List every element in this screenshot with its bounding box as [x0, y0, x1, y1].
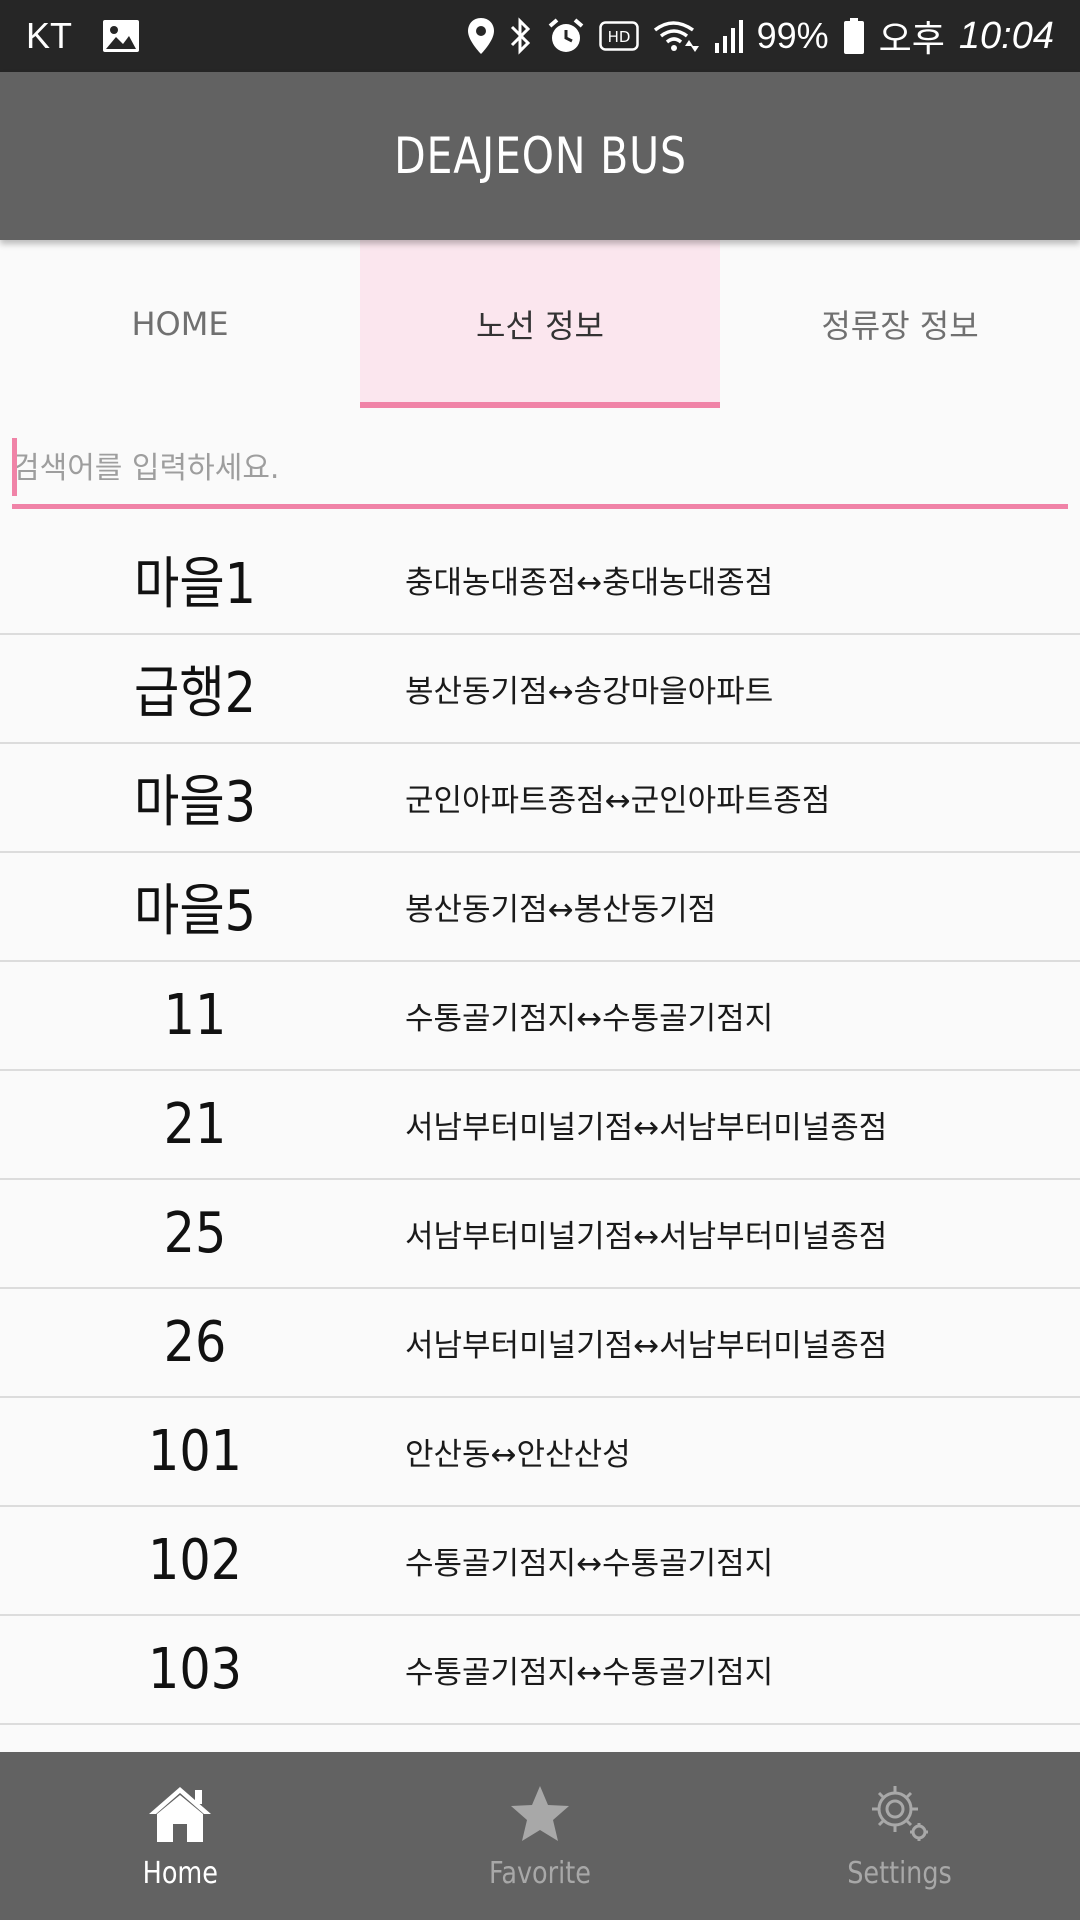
route-number: 마을5: [133, 879, 257, 944]
search-input[interactable]: [12, 436, 1068, 500]
route-number: 25: [163, 1201, 227, 1266]
text-cursor: [12, 438, 17, 496]
wifi-icon: [653, 18, 699, 54]
carrier-label: KT: [26, 15, 73, 56]
nav-favorite[interactable]: Favorite: [360, 1752, 720, 1920]
nav-settings[interactable]: Settings: [720, 1752, 1080, 1920]
app-bar: DEAJEON BUS: [0, 72, 1080, 240]
route-list[interactable]: 마을1 충대농대종점↔충대농대종점 급행2 봉산동기점↔송강마을아파트 마을3 …: [0, 526, 1080, 1751]
route-row[interactable]: 26 서남부터미널기점↔서남부터미널종점: [0, 1289, 1080, 1398]
route-description: 수통골기점지↔수통골기점지: [405, 1655, 774, 1691]
route-row[interactable]: 마을1 충대농대종점↔충대농대종점: [0, 526, 1080, 635]
route-row[interactable]: 102 수통골기점지↔수통골기점지: [0, 1507, 1080, 1616]
alarm-icon: [547, 17, 585, 55]
route-description: 서남부터미널기점↔서남부터미널종점: [405, 1328, 888, 1364]
route-description: 서남부터미널기점↔서남부터미널종점: [405, 1110, 888, 1146]
nav-home[interactable]: Home: [0, 1752, 360, 1920]
tab-bar: HOME 노선 정보 정류장 정보: [0, 240, 1080, 408]
battery-percent: 99%: [756, 15, 829, 56]
signal-icon: [713, 19, 743, 53]
bluetooth-icon: [509, 17, 533, 55]
bottom-navigation: Home Favorite: [0, 1752, 1080, 1920]
tab-stop-info[interactable]: 정류장 정보: [720, 240, 1080, 408]
route-description: 충대농대종점↔충대농대종점: [405, 565, 774, 601]
route-number: 101: [147, 1419, 243, 1484]
tab-home[interactable]: HOME: [0, 240, 360, 408]
star-icon: [504, 1782, 576, 1846]
tab-label: 정류장 정보: [821, 307, 979, 345]
gear-icon: [864, 1782, 936, 1846]
route-description: 서남부터미널기점↔서남부터미널종점: [405, 1219, 888, 1255]
nav-label: Favorite: [489, 1855, 591, 1891]
route-row[interactable]: 11 수통골기점지↔수통골기점지: [0, 962, 1080, 1071]
route-description: 안산동↔안산산성: [405, 1437, 631, 1473]
route-row[interactable]: 101 안산동↔안산산성: [0, 1398, 1080, 1507]
hd-voice-icon: HD: [598, 21, 639, 51]
route-description: 수통골기점지↔수통골기점지: [405, 1001, 774, 1037]
route-number: 마을3: [133, 770, 257, 835]
route-number: 102: [147, 1528, 243, 1593]
route-number: 마을1: [133, 552, 257, 617]
route-description: 봉산동기점↔봉산동기점: [405, 892, 717, 928]
home-icon: [144, 1782, 216, 1846]
route-row[interactable]: 25 서남부터미널기점↔서남부터미널종점: [0, 1180, 1080, 1289]
nav-label: Settings: [847, 1855, 953, 1891]
route-number: 21: [163, 1092, 227, 1157]
hd-label: HD: [607, 28, 630, 46]
location-icon: [467, 17, 495, 55]
route-description: 봉산동기점↔송강마을아파트: [405, 674, 774, 710]
tab-route-info[interactable]: 노선 정보: [360, 240, 720, 408]
route-number: 103: [147, 1637, 243, 1702]
ampm-label: 오후: [878, 18, 945, 59]
route-row[interactable]: 급행2 봉산동기점↔송강마을아파트: [0, 635, 1080, 744]
route-number: 11: [163, 983, 227, 1048]
route-number: 급행2: [133, 661, 257, 726]
battery-icon: [843, 17, 865, 55]
search-field-container: [12, 436, 1068, 509]
tab-label: 노선 정보: [476, 307, 604, 345]
route-description: 수통골기점지↔수통골기점지: [405, 1546, 774, 1582]
route-row[interactable]: 마을5 봉산동기점↔봉산동기점: [0, 853, 1080, 962]
route-row[interactable]: 103 수통골기점지↔수통골기점지: [0, 1616, 1080, 1725]
route-number: 26: [163, 1310, 227, 1375]
route-row[interactable]: 마을3 군인아파트종점↔군인아파트종점: [0, 744, 1080, 853]
nav-label: Home: [142, 1855, 218, 1891]
tab-label: HOME: [131, 305, 229, 343]
gallery-notification-icon: [102, 19, 140, 53]
app-title: DEAJEON BUS: [393, 127, 687, 185]
route-row[interactable]: 21 서남부터미널기점↔서남부터미널종점: [0, 1071, 1080, 1180]
clock-time: 10:04: [958, 14, 1054, 57]
status-bar: KT: [0, 0, 1080, 72]
route-description: 군인아파트종점↔군인아파트종점: [405, 783, 831, 819]
